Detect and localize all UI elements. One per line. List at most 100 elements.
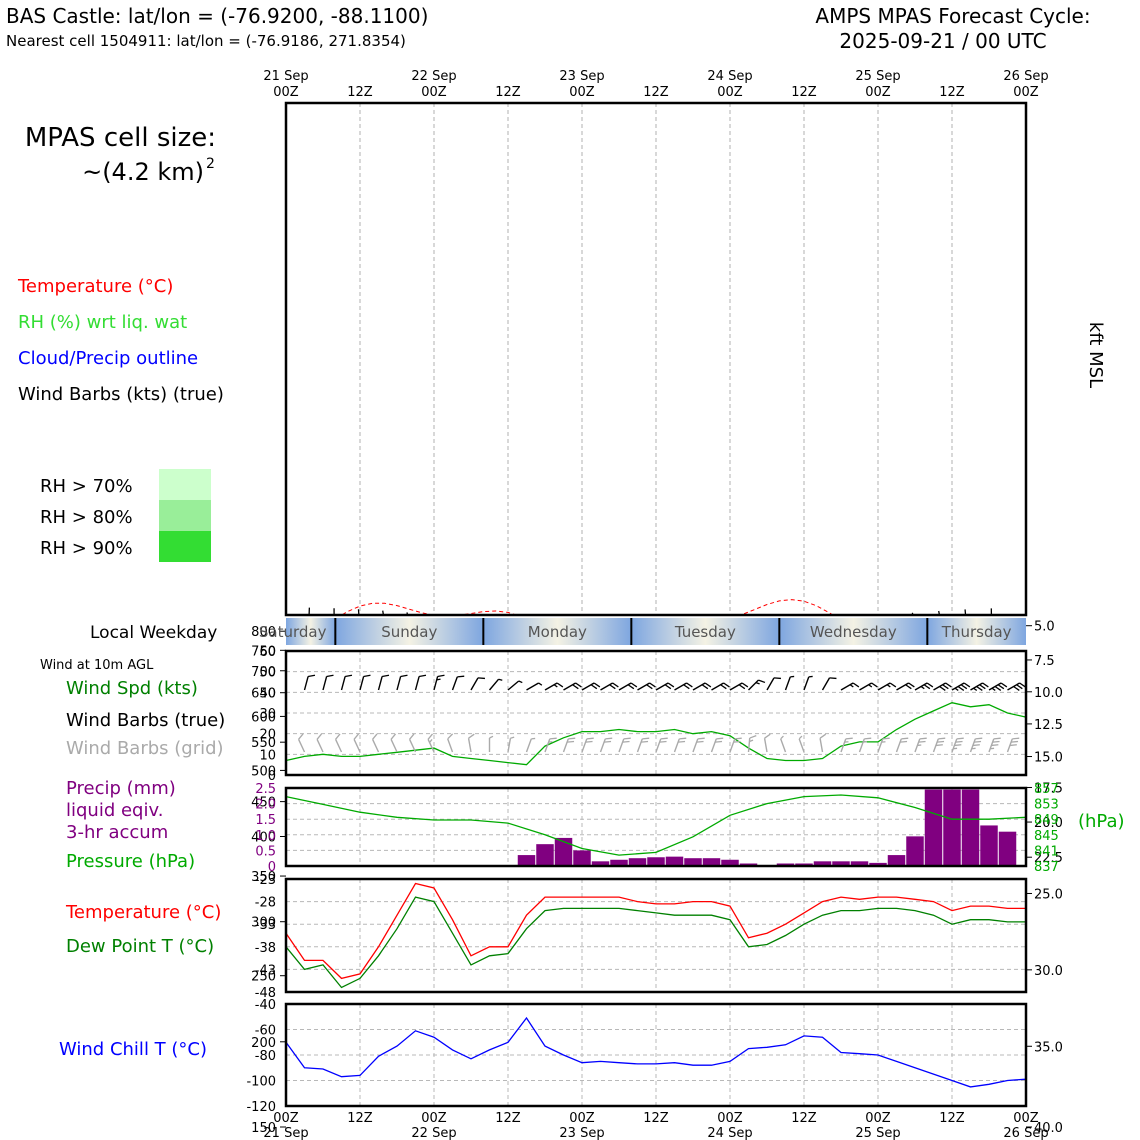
wind-barb-grid: [447, 733, 454, 753]
wind-barb-aloft: [962, 775, 982, 785]
wind-barb-true: [563, 682, 582, 691]
weekday-band: [927, 618, 1026, 645]
precip-bar: [665, 856, 684, 866]
panel-frame: [284, 1002, 1028, 1108]
top-date-label: 26 Sep: [1003, 69, 1048, 84]
wind-barb-true: [414, 674, 427, 691]
wind-barb-true: [877, 682, 897, 691]
precip-bar: [702, 858, 721, 866]
wind-barb-grid: [914, 737, 927, 753]
panel-tick-label: -33: [255, 918, 276, 933]
wind-barb-grid: [655, 737, 668, 753]
weekday-band: [335, 618, 484, 645]
wind-barb-grid: [969, 737, 983, 753]
precip-bar: [998, 831, 1017, 866]
pressure-tick-label: 857: [1034, 782, 1059, 797]
panel-tick-label: 20: [259, 728, 276, 743]
panel-tick-label: -48: [255, 986, 276, 1001]
temperature-label: -28: [569, 612, 595, 631]
wind-barb-grid: [636, 737, 650, 753]
bottom-hour-label: 12Z: [347, 1111, 373, 1126]
wind-barb-true: [488, 678, 503, 691]
height-tick-label: 15.0: [1034, 751, 1063, 766]
wind-barb-grid: [353, 733, 361, 753]
wind-spd-label: Wind Spd (kts): [66, 678, 198, 699]
top-hour-label: 12Z: [643, 85, 669, 100]
legend-rh90-swatch: [159, 531, 211, 562]
panel-tick-label: -120: [246, 1100, 276, 1115]
dewpoint-line: [285, 896, 1026, 989]
wind-barbs-true-label: Wind Barbs (true): [66, 710, 225, 731]
legend-cloud: Cloud/Precip outline: [18, 348, 198, 369]
wind-barb-aloft: [560, 778, 577, 787]
weekday-name: Saturday: [259, 623, 327, 641]
wind-barbs-grid-label: Wind Barbs (grid): [66, 738, 224, 759]
wind-barb-grid: [525, 737, 536, 753]
pressure-tick-label: 853: [1034, 798, 1059, 813]
top-date-label: 23 Sep: [559, 69, 604, 84]
weekday-strip: Saturday Sunday Monday Tuesday Wednesday Thur…: [259, 618, 1026, 645]
wind-barb-grid: [581, 737, 594, 753]
wind-barb-grid: [488, 735, 494, 752]
station-title: BAS Castle: lat/lon = (-76.9200, -88.110…: [6, 4, 428, 28]
wind-barb-true: [784, 675, 795, 691]
wind-barb-true: [322, 674, 334, 691]
bottom-hour-label: 12Z: [791, 1111, 817, 1126]
cell-size-superscript: 2: [206, 156, 215, 172]
pressure-tick-label: 550: [251, 736, 276, 751]
panel-tick-label: -38: [255, 941, 276, 956]
wind-barb-true: [711, 682, 730, 691]
legend-rh: RH (%) wrt liq. wat: [18, 312, 187, 333]
precip-bar: [850, 861, 869, 866]
bottom-hour-label: 00Z: [569, 1111, 595, 1126]
panel-tick-label: -40: [255, 998, 276, 1013]
pressure-tick-label: 200: [251, 1036, 276, 1051]
wind-barb-grid: [729, 737, 742, 753]
temperature-label: -72: [476, 1124, 502, 1140]
top-hour-label: 12Z: [495, 85, 521, 100]
temperature-line: [285, 882, 1026, 980]
wind-barb-grid: [747, 735, 757, 753]
wind-barb-true: [507, 680, 523, 691]
top-date-label: 21 Sep: [263, 69, 308, 84]
legend-rh80-label: RH > 80%: [40, 507, 133, 528]
pressure-tick-label: 400: [251, 831, 276, 846]
wind-barb-grid: [427, 733, 435, 753]
wind-barb-grid: [763, 733, 771, 753]
weekday-band: [483, 618, 632, 645]
wind-barb-true: [766, 677, 782, 691]
windchill-panel-label: Wind Chill T (°C): [59, 1039, 207, 1060]
wind-barb-grid: [988, 737, 1001, 753]
wind-barb-true: [914, 682, 934, 691]
height-tick-label: 7.5: [1034, 654, 1055, 669]
wind-barb-true: [526, 682, 543, 691]
height-tick-label: 25.0: [1034, 887, 1063, 902]
wind-barb-grid: [895, 737, 909, 753]
top-hour-label: 00Z: [273, 85, 299, 100]
height-tick-label: 20.0: [1034, 816, 1063, 831]
wind-barb-grid: [599, 737, 613, 753]
wind-barb-true: [988, 682, 1008, 691]
wind-barb-aloft: [737, 869, 754, 878]
weekday-band: [286, 618, 336, 645]
pressure-axis: 1502002503003504004505005506006507007508…: [251, 625, 286, 1136]
panel-tick-label: 1.0: [255, 829, 276, 844]
wind-barb-aloft: [788, 867, 805, 876]
wind-barb-grid: [798, 735, 805, 753]
top-hour-label: 00Z: [865, 85, 891, 100]
bottom-hour-label: 00Z: [1013, 1111, 1039, 1126]
wind-barb-aloft: [987, 777, 1006, 785]
wind-speed-line: [285, 702, 1027, 766]
precip-bar: [943, 789, 961, 866]
bottom-hour-label: 12Z: [643, 1111, 669, 1126]
panel-tick-label: -43: [255, 963, 276, 978]
bottom-date-label: 21 Sep: [263, 1126, 308, 1140]
pressure-tick-label: 837: [1034, 860, 1059, 875]
panel-frame: [284, 877, 1028, 994]
wind-barb-grid: [932, 737, 946, 753]
weekday-name: Thursday: [941, 623, 1012, 641]
cycle-title: AMPS MPAS Forecast Cycle:: [815, 4, 1090, 28]
panel-tick-label: -23: [255, 873, 276, 888]
weekday-band: [779, 618, 928, 645]
bottom-hour-label: 12Z: [495, 1111, 521, 1126]
